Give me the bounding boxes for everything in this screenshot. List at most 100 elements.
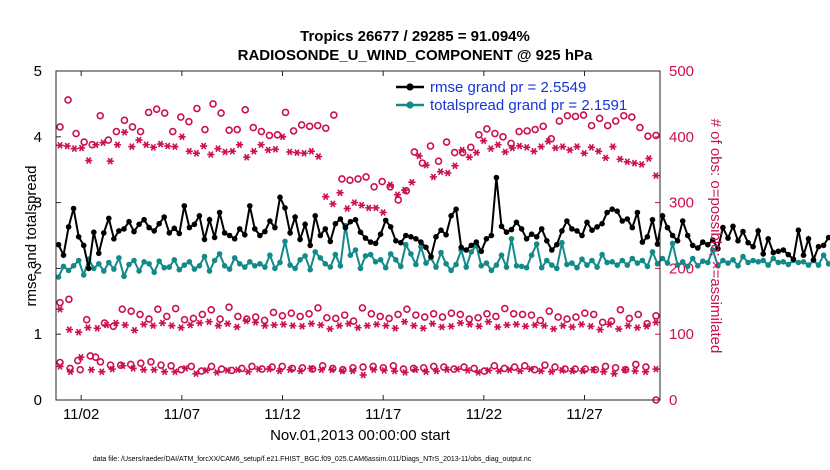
totalspread-point bbox=[780, 259, 787, 265]
rmse-point bbox=[614, 208, 620, 214]
totalspread-point bbox=[267, 252, 273, 258]
obs-assimilated-marker bbox=[129, 364, 137, 372]
obs-assimilated-marker bbox=[200, 142, 208, 150]
rmse-point bbox=[453, 206, 459, 212]
obs-possible-marker bbox=[447, 309, 456, 317]
rmse-point bbox=[825, 234, 830, 241]
rmse-point bbox=[206, 216, 213, 223]
obs-assimilated-marker bbox=[326, 325, 334, 333]
obs-possible-marker bbox=[420, 313, 429, 321]
rmse-point bbox=[257, 232, 263, 239]
rmse-point bbox=[398, 239, 404, 246]
obs-possible-marker bbox=[198, 310, 207, 319]
totalspread-point bbox=[770, 255, 777, 262]
rmse-point bbox=[705, 241, 711, 248]
obs-assimilated-marker bbox=[475, 322, 483, 330]
totalspread-point bbox=[765, 262, 771, 268]
totalspread-point bbox=[362, 253, 369, 259]
totalspread-point bbox=[151, 269, 157, 276]
obs-possible-marker bbox=[572, 313, 580, 321]
rmse-point bbox=[609, 206, 615, 212]
rmse-point bbox=[458, 244, 465, 251]
rmse-point bbox=[498, 223, 505, 230]
obs-assimilated-marker bbox=[77, 144, 86, 152]
obs-assimilated-marker bbox=[652, 318, 660, 326]
rmse-point bbox=[473, 239, 480, 245]
obs-assimilated-marker bbox=[264, 146, 272, 154]
obs-assimilated-marker bbox=[271, 145, 280, 153]
obs-assimilated-marker bbox=[196, 319, 204, 327]
obs-possible-marker bbox=[644, 132, 652, 140]
totalspread-point bbox=[181, 262, 188, 268]
rmse-point bbox=[357, 229, 364, 235]
rmse-point bbox=[518, 226, 525, 232]
rmse-point bbox=[272, 224, 278, 231]
totalspread-point bbox=[136, 268, 142, 274]
obs-possible-marker bbox=[96, 358, 105, 366]
rmse-point bbox=[478, 248, 485, 255]
rmse-point bbox=[236, 226, 243, 232]
rmse-point bbox=[80, 242, 87, 249]
x-tick-label: 11/02 bbox=[63, 406, 99, 423]
obs-possible-marker bbox=[251, 313, 260, 321]
obs-assimilated-marker bbox=[257, 141, 265, 149]
totalspread-point bbox=[523, 264, 530, 271]
obs-assimilated-marker bbox=[419, 324, 427, 332]
obs-possible-marker bbox=[450, 148, 459, 157]
obs-possible-marker bbox=[545, 307, 554, 315]
totalspread-point bbox=[252, 263, 258, 269]
totalspread-point bbox=[317, 255, 324, 261]
obs-assimilated-marker bbox=[164, 142, 172, 150]
rmse-point bbox=[770, 249, 777, 256]
obs-assimilated-marker bbox=[466, 320, 474, 328]
totalspread-point bbox=[101, 268, 107, 274]
rmse-point bbox=[559, 228, 565, 234]
obs-assimilated-marker bbox=[594, 147, 603, 155]
rmse-point bbox=[634, 209, 641, 216]
rmse-point bbox=[131, 228, 137, 235]
obs-assimilated-marker bbox=[508, 144, 516, 152]
obs-assimilated-marker bbox=[336, 189, 344, 197]
obs-possible-marker bbox=[269, 308, 278, 317]
obs-assimilated-marker bbox=[244, 368, 252, 376]
rmse-point bbox=[493, 174, 500, 181]
obs-assimilated-marker bbox=[130, 326, 139, 334]
rmse-point bbox=[106, 215, 112, 222]
obs-assimilated-marker bbox=[171, 143, 179, 151]
totalspread-point bbox=[815, 262, 822, 268]
totalspread-point bbox=[604, 259, 610, 266]
obs-assimilated-marker bbox=[56, 362, 64, 370]
totalspread-point bbox=[533, 241, 540, 247]
rmse-point bbox=[287, 230, 293, 236]
obs-assimilated-marker bbox=[181, 364, 190, 372]
obs-possible-marker bbox=[136, 310, 144, 319]
obs-possible-marker bbox=[112, 127, 121, 136]
totalspread-point bbox=[433, 264, 439, 270]
obs-possible-marker bbox=[603, 121, 612, 130]
obs-possible-marker bbox=[587, 121, 596, 130]
totalspread-point bbox=[70, 263, 77, 269]
obs-assimilated-marker bbox=[140, 366, 148, 374]
obs-assimilated-marker bbox=[408, 178, 416, 186]
totalspread-point bbox=[327, 264, 334, 270]
obs-assimilated-marker bbox=[600, 368, 608, 376]
totalspread-point bbox=[166, 264, 173, 270]
obs-assimilated-marker bbox=[235, 141, 244, 149]
y-axis-label: rmse and totalspread bbox=[23, 166, 40, 307]
totalspread-point bbox=[679, 259, 686, 265]
rmse-point bbox=[554, 241, 560, 248]
rmse-point bbox=[443, 232, 449, 238]
x-tick-label: 11/22 bbox=[466, 406, 502, 423]
rmse-point bbox=[342, 224, 349, 231]
obs-assimilated-marker bbox=[516, 367, 524, 375]
obs-assimilated-marker bbox=[373, 320, 381, 328]
obs-assimilated-marker bbox=[549, 325, 558, 333]
totalspread-point bbox=[579, 256, 585, 263]
totalspread-point bbox=[352, 247, 359, 253]
obs-assimilated-marker bbox=[559, 322, 567, 330]
obs-possible-marker bbox=[470, 364, 478, 373]
obs-possible-marker bbox=[611, 117, 620, 125]
totalspread-point bbox=[418, 243, 424, 250]
obs-possible-marker bbox=[359, 363, 367, 371]
totalspread-point bbox=[337, 263, 344, 269]
